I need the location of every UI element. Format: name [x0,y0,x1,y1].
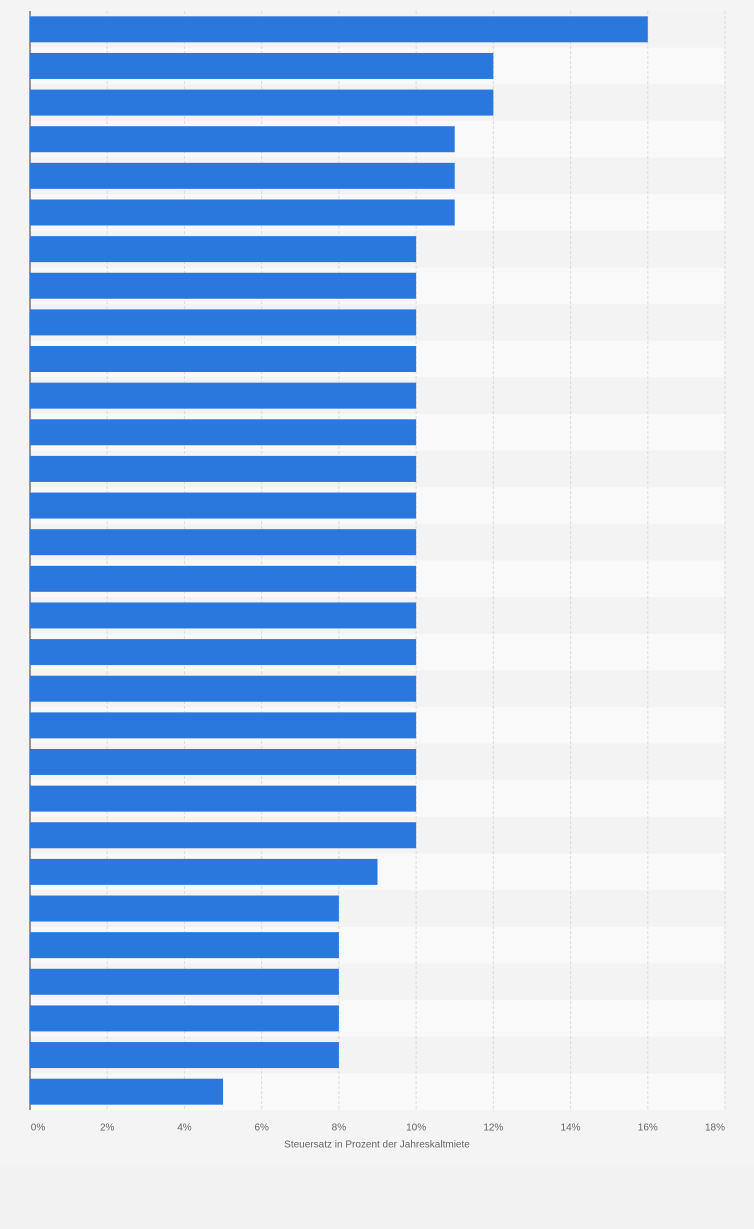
x-tick-label: 8% [332,1123,347,1134]
bar [30,529,417,556]
bar [30,895,339,922]
bar [30,455,417,482]
x-tick-label: 4% [177,1123,192,1134]
bar [30,785,417,812]
bar [30,199,455,226]
bar [30,52,494,79]
bar [30,419,417,446]
bar [30,1078,224,1105]
x-tick-label: 16% [638,1123,658,1134]
bar [30,346,417,373]
bar [30,565,417,592]
bar [30,162,455,189]
x-tick-label: 0% [31,1123,46,1134]
bar [30,492,417,519]
footer-area [0,1165,754,1229]
bar [30,639,417,666]
bar [30,932,339,959]
x-tick-label: 18% [705,1123,725,1134]
bar [30,748,417,775]
x-tick-label: 12% [483,1123,503,1134]
x-tick-label: 14% [561,1123,581,1134]
bar [30,822,417,849]
bar [30,968,339,995]
x-tick-label: 6% [254,1123,269,1134]
x-axis-label: Steuersatz in Prozent der Jahreskaltmiet… [284,1140,470,1151]
bar [30,602,417,629]
x-tick-label: 2% [100,1123,115,1134]
bar [30,309,417,336]
bar [30,1042,339,1069]
bar [30,16,648,43]
bar [30,126,455,153]
bar [30,858,378,885]
bar [30,712,417,739]
x-tick-label: 10% [406,1123,426,1134]
bar [30,272,417,299]
bar [30,89,494,116]
bar [30,382,417,409]
bar [30,236,417,263]
bar [30,675,417,702]
bar [30,1005,339,1032]
